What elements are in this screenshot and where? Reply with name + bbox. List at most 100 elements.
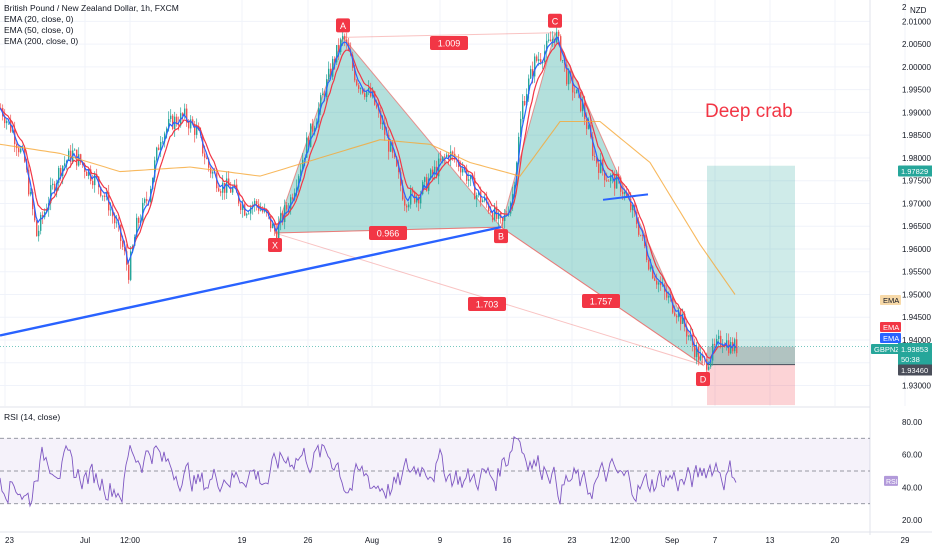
candle-body: [338, 45, 340, 53]
ema20-line: [0, 41, 737, 359]
price-tick-label: 1.97000: [902, 199, 931, 208]
candle-body: [398, 166, 400, 173]
candle-body: [132, 245, 134, 252]
candle-body: [382, 122, 384, 125]
low-price-tag-bg: [898, 364, 932, 376]
candle-body: [512, 194, 514, 204]
candle-body: [310, 123, 312, 148]
candle-body: [368, 88, 370, 92]
time-tick-label: Sep: [665, 536, 680, 545]
ema20-legend[interactable]: EMA (20, close, 0): [4, 14, 74, 24]
candle-body: [660, 282, 662, 286]
time-tick-label: 23: [5, 536, 14, 545]
last-price-tag: 1.93853: [901, 345, 928, 354]
pattern-point-d-bg: [696, 372, 710, 387]
candle-body: [442, 156, 444, 161]
candle-body: [624, 191, 626, 195]
candle-body: [360, 88, 362, 89]
candle-body: [598, 163, 600, 173]
candle-body: [614, 174, 616, 189]
candle-body: [218, 188, 220, 192]
candle-body: [608, 180, 610, 182]
ratio-label-bg: [582, 294, 620, 308]
candle-body: [432, 169, 434, 175]
candle-body: [116, 222, 118, 224]
candle-body: [74, 149, 76, 151]
candle-body: [52, 183, 54, 186]
ema20-tag-bg: [880, 322, 901, 332]
candle-body: [580, 91, 582, 112]
candle-body: [312, 123, 314, 132]
candle-body: [256, 201, 258, 205]
candle-body: [364, 93, 366, 98]
price-tick-label: 2.00500: [902, 40, 931, 49]
candle-body: [330, 68, 332, 77]
price-tick-label: 1.97500: [902, 177, 931, 186]
candle-body: [688, 335, 690, 337]
candle-body: [522, 100, 524, 119]
candle-body: [302, 159, 304, 170]
candle-body: [622, 191, 624, 195]
candle-body: [6, 120, 8, 124]
candle-body: [642, 234, 644, 236]
price-tick-label: 2.00000: [902, 63, 931, 72]
candle-body: [402, 185, 404, 200]
candle-body: [656, 280, 658, 285]
candle-body: [262, 209, 264, 212]
price-tick-label: 2.01000: [902, 17, 931, 26]
candle-body: [290, 197, 292, 210]
candle-body: [530, 69, 532, 79]
candle-body: [242, 204, 244, 211]
candle-body: [488, 203, 490, 211]
candle-body: [36, 220, 38, 237]
ratio-label: 1.703: [476, 300, 499, 310]
price-tick-label: 1.98000: [902, 154, 931, 163]
candle-body: [156, 147, 158, 161]
ratio-label: 0.966: [377, 229, 400, 239]
candle-body: [654, 278, 656, 281]
ema50-line: [0, 36, 737, 365]
candle-body: [504, 214, 506, 221]
candle-body: [206, 157, 208, 159]
ema50-tag: EMA: [883, 334, 899, 343]
candle-body: [298, 176, 300, 188]
candle-body: [280, 213, 282, 223]
candle-body: [136, 217, 138, 238]
candle-body: [92, 180, 94, 186]
candle-body: [144, 198, 146, 203]
candle-body: [720, 335, 722, 347]
candle-body: [146, 198, 148, 202]
candle-body: [696, 346, 698, 358]
time-tick-label: 23: [568, 536, 577, 545]
ema50-legend[interactable]: EMA (50, close, 0): [4, 25, 74, 35]
candle-body: [64, 163, 66, 166]
candle-body: [668, 296, 670, 298]
time-tick-label: Aug: [365, 536, 379, 545]
time-tick-label: 13: [766, 536, 775, 545]
candle-body: [710, 360, 712, 367]
candle-body: [270, 215, 272, 229]
candle-body: [212, 171, 214, 174]
trendline: [0, 225, 502, 337]
candle-body: [538, 59, 540, 61]
candle-body: [588, 125, 590, 129]
ema200-legend[interactable]: EMA (200, close, 0): [4, 36, 79, 46]
price-tick-label: 1.96500: [902, 222, 931, 231]
symbol-title[interactable]: British Pound / New Zealand Dollar, 1h, …: [4, 3, 179, 13]
candle-body: [730, 341, 732, 354]
time-tick-label: 20: [831, 536, 840, 545]
candle-body: [616, 173, 618, 189]
price-tick-label: 1.96000: [902, 245, 931, 254]
candle-body: [526, 94, 528, 106]
candle-body: [18, 148, 20, 153]
candle-body: [658, 282, 660, 285]
time-tick-label: 16: [503, 536, 512, 545]
candle-body: [114, 216, 116, 224]
rsi-legend[interactable]: RSI (14, close): [4, 412, 61, 422]
candle-body: [680, 309, 682, 324]
ratio-label-bg: [468, 297, 506, 311]
candle-body: [102, 195, 104, 197]
candle-body: [160, 141, 162, 151]
candle-body: [170, 115, 172, 120]
